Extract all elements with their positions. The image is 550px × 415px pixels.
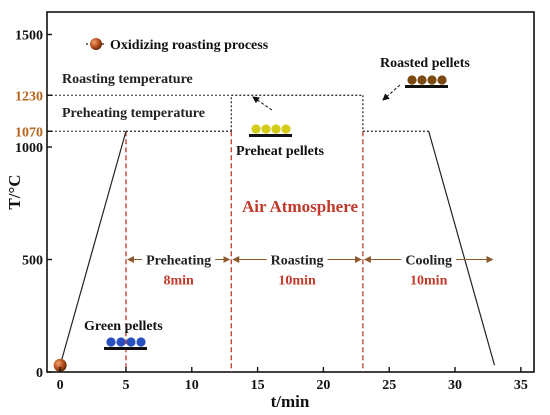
- plot-frame: [46, 11, 535, 373]
- stage-dividers: [125, 131, 364, 372]
- x-tick-label: 15: [251, 378, 265, 393]
- stage-label: Roasting: [271, 254, 324, 269]
- y-tick-label: 1000: [15, 141, 43, 156]
- profile-segment: [59, 131, 127, 366]
- legend: Oxidizing roasting process: [86, 38, 269, 53]
- start-point-marker: [53, 358, 67, 372]
- x-tick-label: 35: [514, 378, 528, 393]
- y-tick-label: 0: [36, 366, 43, 381]
- x-tick-label: 20: [316, 378, 330, 393]
- x-tick-label: 10: [185, 378, 199, 393]
- y-axis-title: T/°C: [5, 174, 24, 209]
- legend-marker-icon: [90, 38, 102, 50]
- preheat-pellets-label: Preheat pellets: [236, 144, 325, 159]
- x-tick-label: 5: [122, 378, 129, 393]
- green-pellets-icon: [104, 337, 147, 350]
- stage-duration: 10min: [410, 274, 448, 289]
- green-pellets-label: Green pellets: [84, 319, 163, 334]
- x-tick-label: 0: [57, 378, 64, 393]
- x-tick-label: 25: [382, 378, 396, 393]
- roasted-pellets-icon: [405, 75, 448, 88]
- axis-ticks: 0 5 10 15 20 25 30 35 0 500 1000 1500 1070 1230: [15, 29, 528, 394]
- preheat-pointer-arrow: [252, 96, 273, 111]
- roasted-pellets-annotation: Roasted pellets: [380, 56, 470, 101]
- roasting-temperature-label: Roasting temperature: [62, 72, 193, 87]
- roasted-pellets-label: Roasted pellets: [380, 56, 470, 71]
- y-tick-label: 1500: [15, 29, 43, 44]
- x-tick-label: 30: [448, 378, 462, 393]
- x-axis-title: t/min: [271, 392, 310, 411]
- y-special-tick-label: 1230: [15, 89, 43, 104]
- stage-label: Preheating: [146, 254, 211, 269]
- y-tick-label: 500: [22, 254, 43, 269]
- stage-annotations: Preheating 8min Roasting 10min Cooling 10min: [126, 254, 494, 289]
- preheat-pellets-icon: [249, 124, 292, 137]
- air-atmosphere-label: Air Atmosphere: [242, 197, 358, 216]
- stage-duration: 8min: [163, 274, 194, 289]
- y-special-tick-label: 1070: [15, 125, 43, 140]
- profile-segment: [428, 131, 496, 366]
- reference-lines: [47, 94, 232, 132]
- legend-label: Oxidizing roasting process: [110, 38, 269, 53]
- roasted-pointer-arrow: [382, 84, 401, 101]
- preheating-temperature-label: Preheating temperature: [62, 106, 205, 121]
- green-pellets-annotation: Green pellets: [84, 319, 163, 350]
- preheat-pellets-annotation: Preheat pellets: [236, 96, 325, 159]
- profile-series: [53, 94, 496, 372]
- stage-duration: 10min: [278, 274, 316, 289]
- stage-label: Cooling: [405, 254, 452, 269]
